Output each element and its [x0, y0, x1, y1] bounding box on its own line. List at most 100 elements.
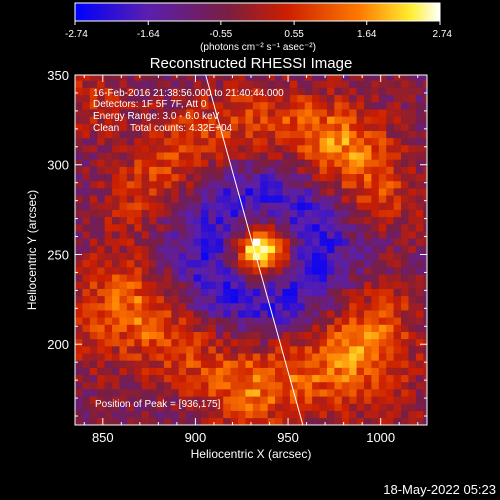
heatmap-cell: [349, 75, 357, 81]
heatmap-cell: [371, 87, 380, 96]
heatmap-cell: [371, 317, 380, 325]
heatmap-cell: [112, 180, 120, 189]
heatmap-cell: [119, 123, 128, 131]
heatmap-cell: [171, 403, 180, 411]
heatmap-cell: [112, 166, 120, 175]
heatmap-cell: [349, 116, 357, 124]
heatmap-cell: [119, 317, 128, 325]
heatmap-cell: [193, 267, 202, 275]
heatmap-cell: [393, 109, 402, 117]
heatmap-cell: [423, 302, 427, 311]
heatmap-cell: [393, 324, 402, 332]
heatmap-cell: [364, 109, 372, 117]
heatmap-cell: [208, 137, 217, 146]
heatmap-cell: [75, 360, 83, 368]
heatmap-cell: [289, 274, 298, 282]
heatmap-cell: [200, 281, 209, 289]
heatmap-cell: [312, 295, 320, 304]
heatmap-cell: [289, 87, 298, 96]
heatmap-cell: [401, 166, 409, 175]
heatmap-cell: [393, 310, 402, 318]
heatmap-cell: [408, 109, 417, 117]
heatmap-cell: [126, 310, 135, 318]
heatmap-cell: [275, 216, 283, 225]
heatmap-cell: [304, 252, 313, 261]
heatmap-cell: [134, 87, 142, 96]
heatmap-cell: [326, 80, 335, 88]
heatmap-cell: [119, 145, 128, 153]
heatmap-cell: [215, 223, 224, 232]
heatmap-cell: [208, 231, 217, 239]
heatmap-cell: [393, 338, 402, 347]
heatmap-cell: [200, 130, 209, 139]
heatmap-cell: [149, 80, 157, 88]
heatmap-cell: [245, 310, 254, 318]
heatmap-cell: [163, 145, 172, 153]
heatmap-cell: [149, 259, 157, 268]
heatmap-cell: [193, 281, 202, 289]
heatmap-cell: [282, 216, 291, 225]
heatmap-cell: [126, 159, 135, 167]
heatmap-cell: [134, 173, 142, 182]
heatmap-cell: [312, 267, 320, 275]
heatmap-cell: [178, 145, 187, 153]
heatmap-cell: [297, 403, 306, 411]
heatmap-cell: [334, 109, 343, 117]
heatmap-cell: [104, 331, 113, 340]
heatmap-cell: [275, 75, 283, 81]
heatmap-cell: [200, 374, 209, 383]
heatmap-cell: [156, 130, 165, 139]
heatmap-cell: [386, 389, 394, 397]
heatmap-cell: [89, 123, 98, 131]
heatmap-cell: [171, 145, 180, 153]
heatmap-cell: [312, 231, 320, 239]
heatmap-cell: [378, 123, 387, 131]
heatmap-cell: [297, 202, 306, 210]
heatmap-cell: [193, 353, 202, 361]
heatmap-cell: [408, 267, 417, 275]
heatmap-cell: [378, 101, 387, 110]
heatmap-cell: [119, 231, 128, 239]
heatmap-cell: [393, 417, 402, 425]
heatmap-cell: [186, 94, 194, 103]
heatmap-cell: [364, 346, 372, 354]
heatmap-cell: [245, 137, 254, 146]
heatmap-cell: [82, 324, 91, 332]
heatmap-cell: [334, 374, 343, 383]
heatmap-cell: [386, 116, 394, 124]
heatmap-cell: [326, 374, 335, 383]
heatmap-cell: [119, 324, 128, 332]
heatmap-cell: [163, 87, 172, 96]
heatmap-cell: [282, 274, 291, 282]
heatmap-cell: [186, 116, 194, 124]
heatmap-cell: [186, 274, 194, 282]
heatmap-cell: [393, 216, 402, 225]
heatmap-cell: [312, 367, 320, 376]
heatmap-cell: [415, 116, 424, 124]
heatmap-cell: [193, 152, 202, 160]
heatmap-cell: [149, 410, 157, 419]
heatmap-cell: [75, 231, 83, 239]
heatmap-cell: [297, 360, 306, 368]
heatmap-cell: [178, 302, 187, 311]
heatmap-cell: [156, 367, 165, 376]
heatmap-cell: [126, 80, 135, 88]
heatmap-cell: [289, 353, 298, 361]
heatmap-cell: [163, 281, 172, 289]
heatmap-cell: [378, 109, 387, 117]
heatmap-cell: [415, 367, 424, 376]
heatmap-cell: [289, 173, 298, 182]
heatmap-cell: [267, 173, 276, 182]
heatmap-cell: [89, 353, 98, 361]
heatmap-cell: [401, 389, 409, 397]
heatmap-cell: [415, 281, 424, 289]
heatmap-cell: [401, 367, 409, 376]
heatmap-cell: [341, 145, 350, 153]
heatmap-cell: [401, 209, 409, 218]
heatmap-cell: [341, 223, 350, 232]
heatmap-cell: [89, 302, 98, 311]
heatmap-cell: [393, 80, 402, 88]
heatmap-cell: [119, 116, 128, 124]
heatmap-cell: [186, 302, 194, 311]
heatmap-cell: [238, 324, 246, 332]
